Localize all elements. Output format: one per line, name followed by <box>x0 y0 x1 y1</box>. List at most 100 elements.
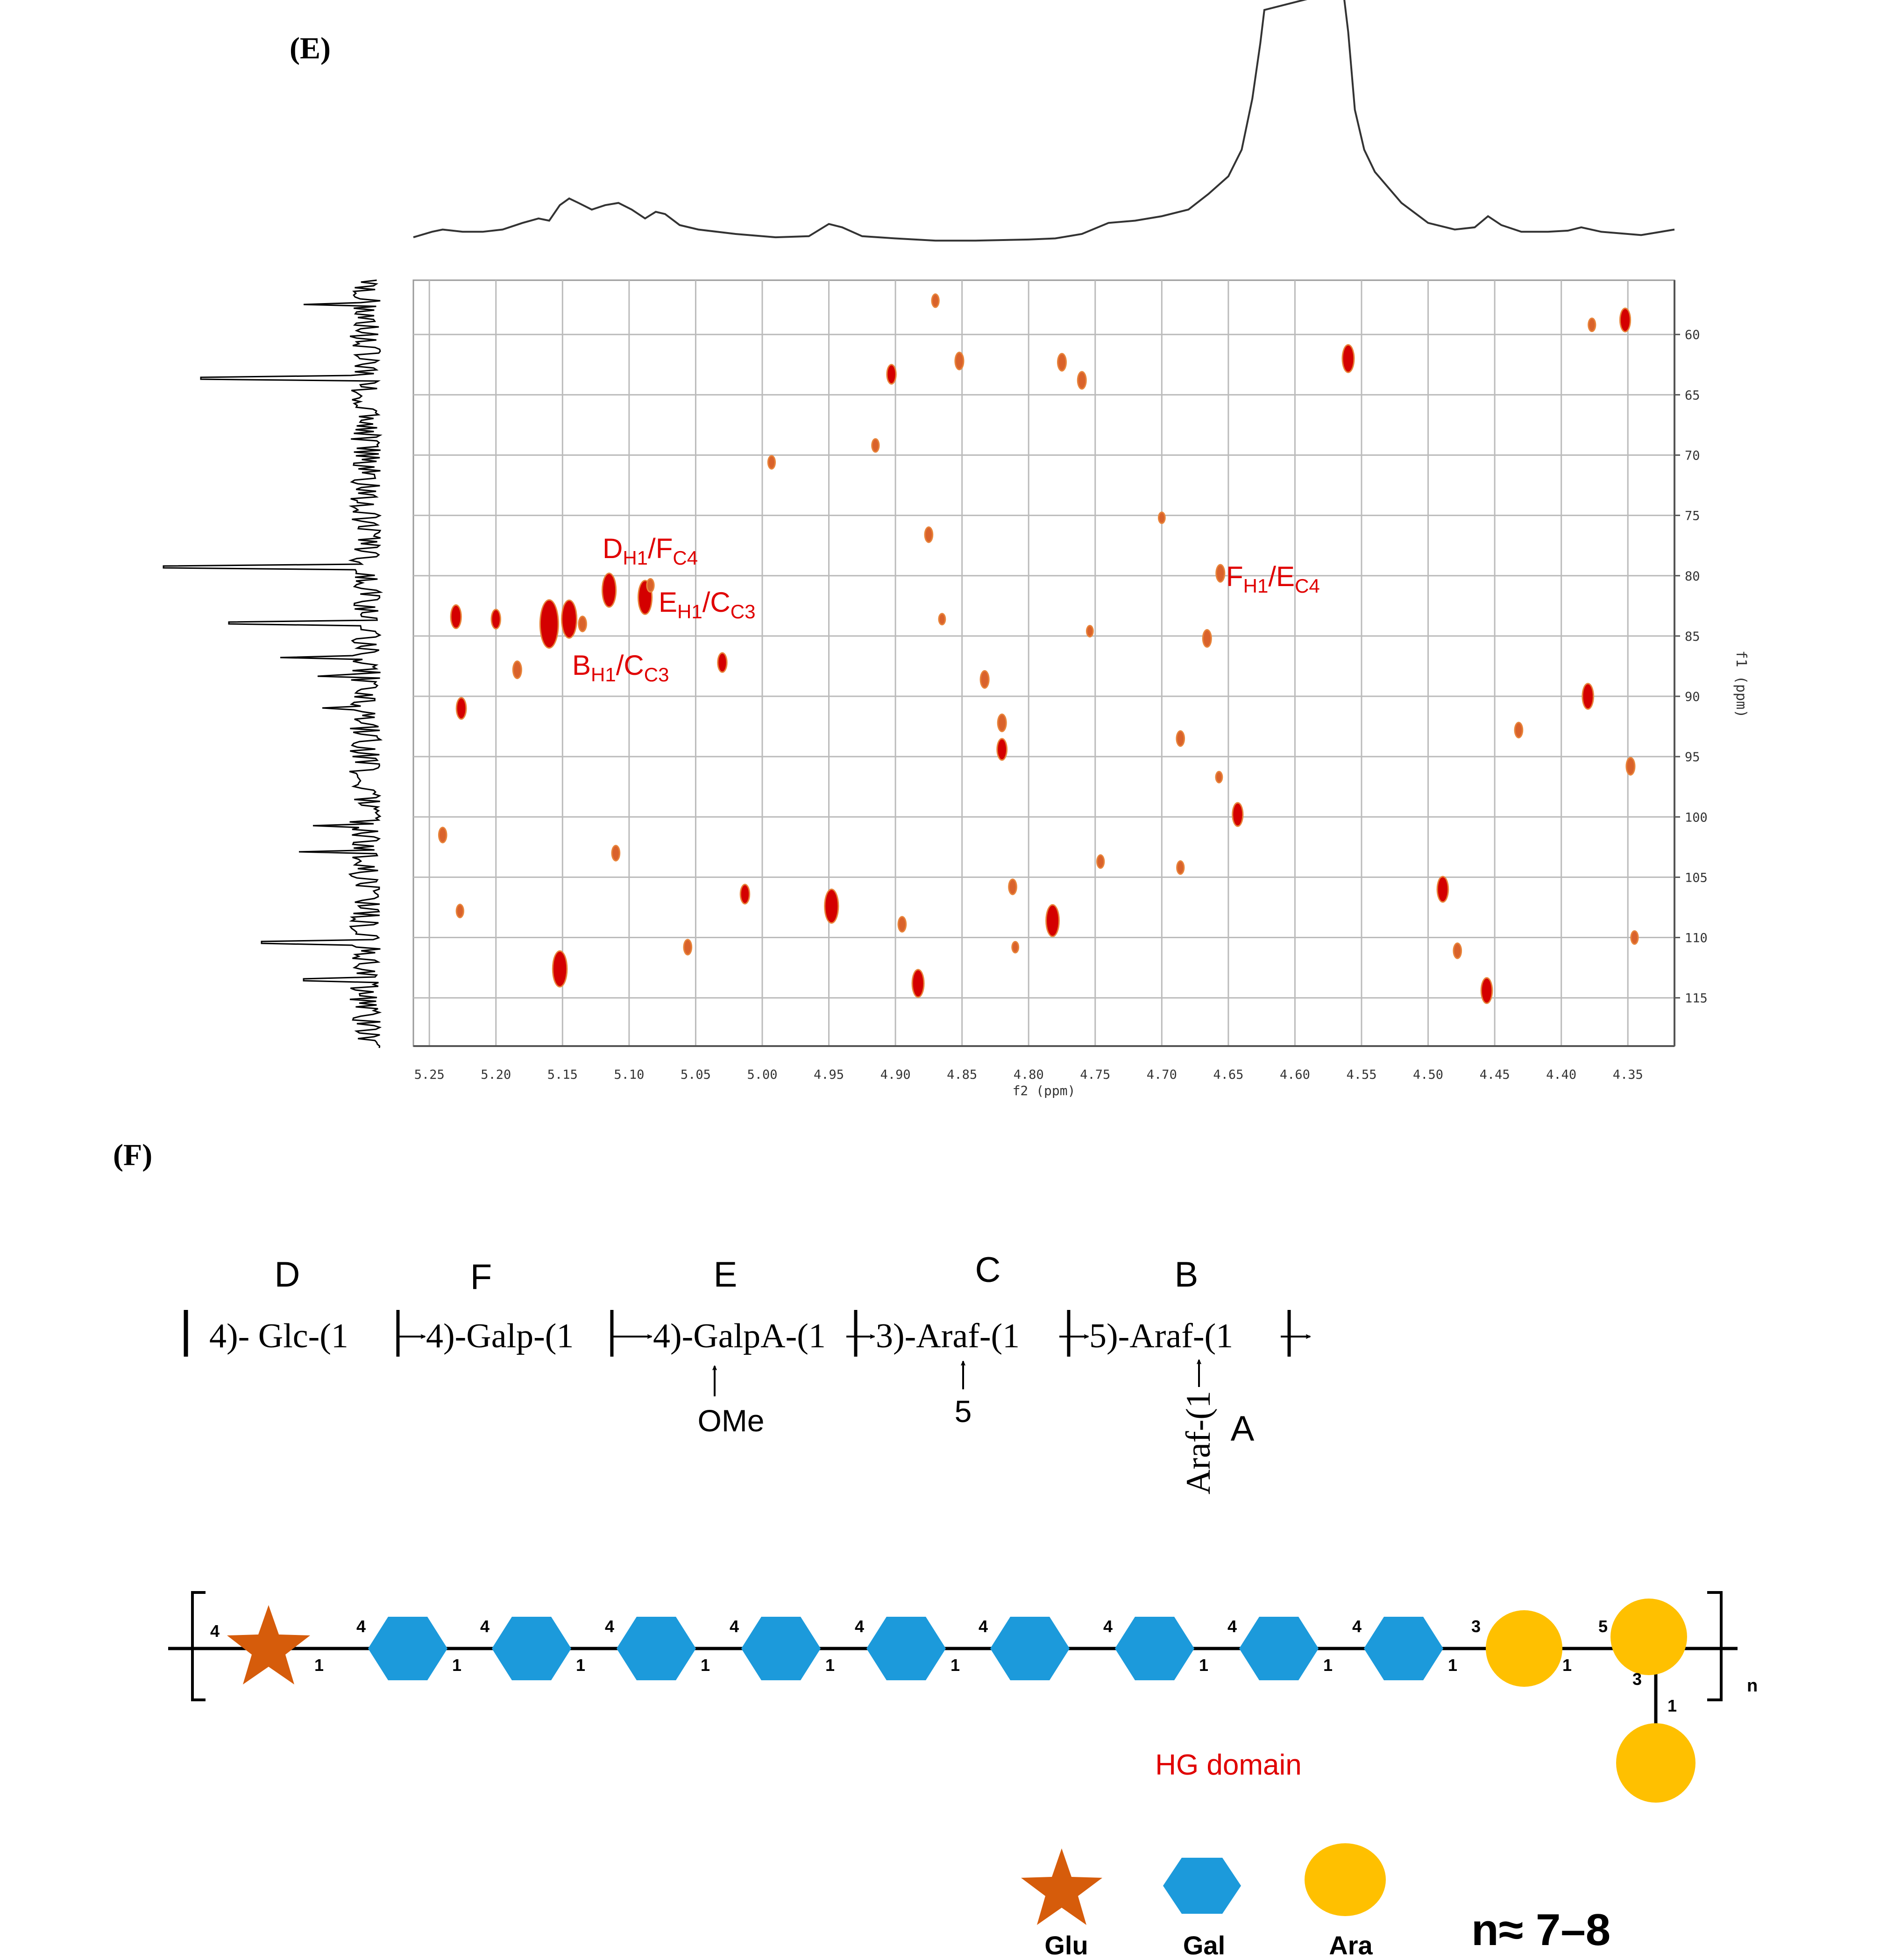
cross-peak <box>579 617 586 631</box>
cross-peak <box>540 601 558 648</box>
gal-hexagon-icon <box>617 1617 696 1680</box>
gal-hexagon-icon <box>1239 1617 1319 1680</box>
x-tick-label: 5.20 <box>481 1068 511 1082</box>
gal-hexagon-icon <box>741 1617 821 1680</box>
left-1d-projection <box>163 279 383 1048</box>
residue-letter-d: D <box>275 1255 300 1295</box>
cross-peak <box>457 905 463 917</box>
gal-hexagon-icon <box>492 1617 571 1680</box>
link-num-glc-left: 4 <box>210 1621 220 1641</box>
x-tick-label: 4.55 <box>1346 1068 1376 1082</box>
x-tick-label: 4.60 <box>1280 1068 1310 1082</box>
hmbc-spectrum: 5.25 5.20 5.15 5.10 5.05 5.00 4.95 4.90 4.85 4.80… <box>163 0 1749 1098</box>
y-tick-label: 85 <box>1685 630 1700 644</box>
x-tick-label: 5.15 <box>547 1068 578 1082</box>
cross-peak <box>492 610 500 628</box>
cross-peak <box>998 739 1007 760</box>
svg-text:BH1/CC3: BH1/CC3 <box>572 650 669 686</box>
gal-hexagon-icon <box>990 1617 1070 1680</box>
x-tick-label: 4.65 <box>1213 1068 1243 1082</box>
snfg-chain: n 4 1 4 1 4 1 4 1 4 1 4 4 1 4 1 4 1 4 1 3 1 5 3 1 HG dom… <box>168 1591 1758 1803</box>
ome-label: OMe <box>697 1403 764 1438</box>
y-tick-label: 90 <box>1685 690 1700 704</box>
cross-peak <box>1216 772 1222 782</box>
cross-peak <box>998 715 1006 731</box>
y-axis-label: f1 (ppm) <box>1733 651 1749 718</box>
annotation-f: FH1/EC4 <box>1226 561 1320 597</box>
link-num-ara1-left: 3 <box>1471 1617 1481 1636</box>
x-tick-label: 4.40 <box>1546 1068 1576 1082</box>
cross-peak <box>439 828 446 842</box>
y-tick-label: 80 <box>1685 569 1700 584</box>
cross-peak <box>1177 731 1184 746</box>
cross-peak <box>1583 684 1593 708</box>
cross-peak <box>451 605 461 628</box>
y-tick-label: 110 <box>1685 931 1708 946</box>
cross-peak <box>768 456 775 468</box>
segment-b: 5)-Araf-(1 <box>1089 1317 1233 1355</box>
link-num-gal-right: 1 <box>576 1656 585 1675</box>
legend-glu-label: Glu <box>1044 1931 1088 1960</box>
cross-peak <box>1178 862 1184 874</box>
residue-letter-e: E <box>714 1255 738 1295</box>
legend-ara-label: Ara <box>1329 1931 1373 1960</box>
x-tick-labels: 5.25 5.20 5.15 5.10 5.05 5.00 4.95 4.90 4.85 4.80… <box>414 1068 1643 1082</box>
cross-peaks <box>438 293 1639 1004</box>
cross-peak <box>1098 856 1104 868</box>
link-num-gal-left: 4 <box>605 1617 614 1636</box>
x-tick-label: 5.00 <box>747 1068 777 1082</box>
x-tick-label: 4.80 <box>1014 1068 1044 1082</box>
link-num-gal-left: 4 <box>1227 1617 1237 1636</box>
link-num-gal-right: 1 <box>701 1656 710 1675</box>
link-num-gal-left: 4 <box>979 1617 988 1636</box>
cross-peak <box>939 614 945 624</box>
legend: Glu Gal Ara n≈ 7–8 <box>1021 1843 1610 1960</box>
cross-peak <box>603 574 616 607</box>
cross-peak <box>925 528 932 542</box>
segment-f: 4)-Galp-(1 <box>426 1317 574 1355</box>
cross-peak <box>1438 877 1448 902</box>
link-num-gal-right: 1 <box>825 1656 835 1675</box>
cross-peak <box>887 365 895 383</box>
residue-letter-b: B <box>1175 1255 1199 1295</box>
x-tick-label: 5.05 <box>681 1068 711 1082</box>
cross-peak <box>981 671 988 687</box>
hg-domain-label: HG domain <box>1155 1749 1302 1781</box>
gal-hexagon-icon <box>1364 1617 1443 1680</box>
legend-gal-label: Gal <box>1183 1931 1225 1960</box>
cross-peak <box>956 353 963 369</box>
y-tick-label: 100 <box>1685 810 1708 825</box>
cross-peak <box>1454 944 1461 958</box>
cross-peak <box>1217 565 1224 581</box>
x-tick-label: 4.45 <box>1480 1068 1510 1082</box>
x-tick-label: 4.85 <box>947 1068 977 1082</box>
y-tick-label: 95 <box>1685 750 1700 764</box>
repeat-count-label: n≈ 7–8 <box>1471 1905 1610 1955</box>
y-tick-label: 65 <box>1685 388 1700 403</box>
cross-peak <box>1515 723 1522 737</box>
panel-f-label: (F) <box>113 1138 152 1172</box>
cross-peak <box>1058 354 1065 370</box>
link-num-gal-left: 4 <box>1352 1617 1362 1636</box>
cross-peak <box>612 846 619 860</box>
link-num-gal-right: 1 <box>951 1656 960 1675</box>
svg-text:EH1/CC3: EH1/CC3 <box>659 587 755 623</box>
cross-peak <box>1632 931 1638 944</box>
repeat-subscript: n <box>1747 1676 1758 1696</box>
link-num-gal-left: 4 <box>855 1617 864 1636</box>
segment-d: 4)- Glc-(1 <box>209 1317 348 1355</box>
link-num-gal-right: 1 <box>1199 1656 1208 1675</box>
link-num-gal-left: 4 <box>730 1617 739 1636</box>
cross-peak <box>684 940 691 955</box>
residue-letter-c: C <box>975 1250 1001 1290</box>
repeat-bracket-left <box>191 1591 206 1701</box>
link-num-ara1-right: 1 <box>1562 1656 1572 1675</box>
cross-peak <box>1627 758 1634 774</box>
cross-peak <box>741 885 749 903</box>
cross-peak <box>553 951 567 986</box>
link-num-gal-right: 1 <box>1323 1656 1333 1675</box>
cross-peak <box>1013 942 1018 952</box>
cross-peak <box>1078 372 1085 389</box>
x-tick-label: 4.75 <box>1080 1068 1110 1082</box>
